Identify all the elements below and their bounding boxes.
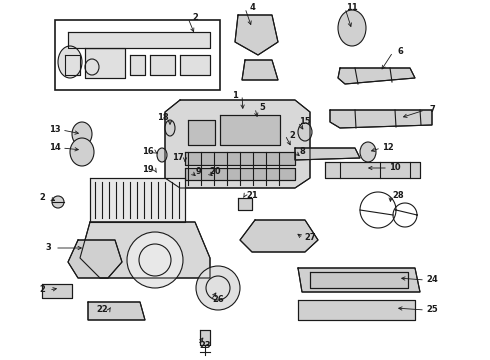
Polygon shape [330,110,432,128]
Polygon shape [242,60,278,80]
Text: 9: 9 [195,167,201,176]
Text: 27: 27 [304,234,316,243]
Polygon shape [185,168,295,180]
Text: 6: 6 [397,48,403,57]
Ellipse shape [298,123,312,141]
Polygon shape [338,68,415,84]
Text: 20: 20 [209,167,221,176]
Polygon shape [220,115,280,145]
Text: 17: 17 [172,153,184,162]
Text: 19: 19 [142,166,154,175]
Polygon shape [200,330,210,345]
Text: 5: 5 [259,104,265,112]
Text: 3: 3 [45,243,51,252]
Polygon shape [65,55,80,75]
Polygon shape [85,48,125,78]
Polygon shape [68,32,210,48]
Text: 2: 2 [192,13,198,22]
Ellipse shape [338,10,366,46]
Text: 28: 28 [392,190,404,199]
Text: 21: 21 [246,190,258,199]
Ellipse shape [165,120,175,136]
Polygon shape [295,148,360,160]
Text: 11: 11 [346,4,358,13]
Polygon shape [68,240,122,278]
Polygon shape [130,55,145,75]
Bar [55,20,220,90]
Text: 16: 16 [142,148,154,157]
Text: 24: 24 [426,275,438,284]
Polygon shape [180,55,210,75]
Ellipse shape [127,232,183,288]
Polygon shape [188,120,215,145]
Polygon shape [150,55,175,75]
Text: 1: 1 [232,90,238,99]
Polygon shape [240,220,318,252]
Polygon shape [298,268,420,292]
Ellipse shape [360,142,376,162]
Text: 26: 26 [212,296,224,305]
Polygon shape [298,300,415,320]
Polygon shape [235,15,278,55]
Text: 13: 13 [49,126,61,135]
Polygon shape [325,162,420,178]
Ellipse shape [72,122,92,146]
Ellipse shape [70,138,94,166]
Polygon shape [80,222,210,278]
Text: 2: 2 [289,130,295,139]
Polygon shape [90,178,185,222]
Ellipse shape [157,148,167,162]
Polygon shape [165,100,310,188]
Polygon shape [185,152,295,165]
Polygon shape [310,272,408,288]
Ellipse shape [85,59,99,75]
Text: 8: 8 [299,148,305,157]
Ellipse shape [196,266,240,310]
Text: 18: 18 [157,113,169,122]
Text: 4: 4 [249,4,255,13]
Text: 23: 23 [199,341,211,350]
Text: 7: 7 [429,105,435,114]
Text: 14: 14 [49,144,61,153]
Polygon shape [88,302,145,320]
Text: 15: 15 [299,117,311,126]
Polygon shape [238,198,252,210]
Ellipse shape [52,196,64,208]
Polygon shape [42,284,72,298]
Text: 2: 2 [39,285,45,294]
Text: 22: 22 [96,306,108,315]
Text: 10: 10 [389,163,401,172]
Text: 12: 12 [382,144,394,153]
Ellipse shape [58,46,82,78]
Text: 25: 25 [426,306,438,315]
Text: 2: 2 [39,194,45,202]
